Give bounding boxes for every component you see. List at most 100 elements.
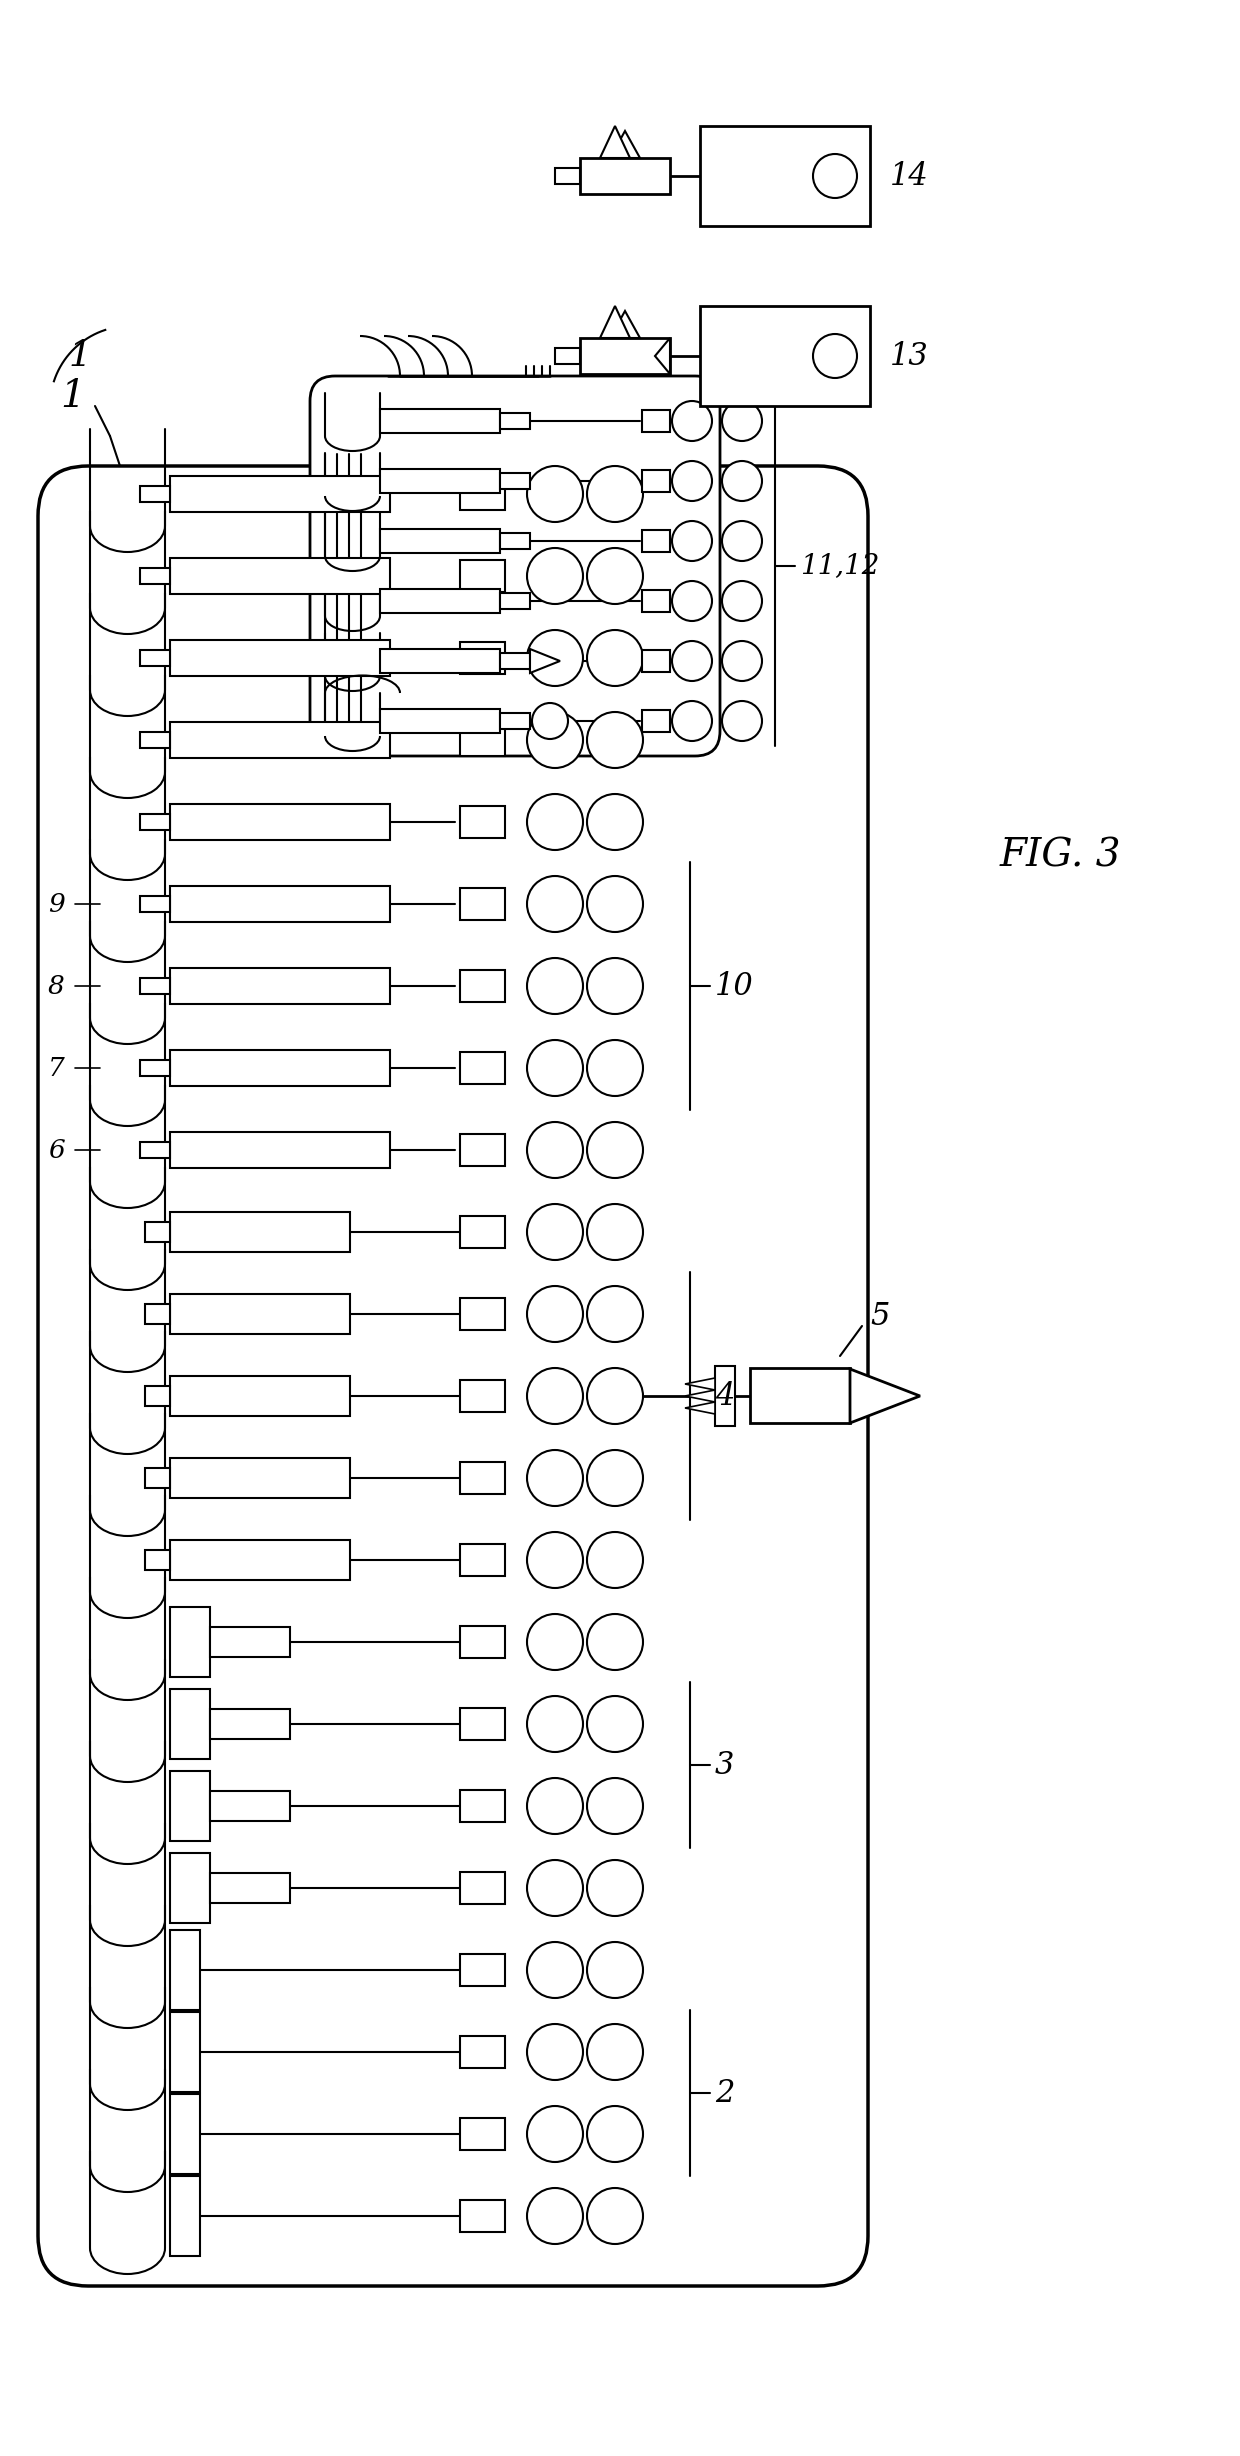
Bar xyxy=(556,349,580,363)
Circle shape xyxy=(587,1697,644,1751)
Circle shape xyxy=(672,462,712,501)
Bar xyxy=(750,1368,849,1422)
Bar xyxy=(170,1930,200,2009)
Polygon shape xyxy=(849,1368,920,1422)
Circle shape xyxy=(587,1449,644,1506)
Bar xyxy=(556,167,580,184)
Text: 7: 7 xyxy=(48,1056,64,1081)
Circle shape xyxy=(527,2024,583,2080)
Bar xyxy=(145,1550,170,1569)
Text: 4: 4 xyxy=(715,1380,734,1412)
Bar xyxy=(500,712,529,729)
Bar xyxy=(210,1874,290,1903)
Circle shape xyxy=(587,1287,644,1341)
Polygon shape xyxy=(610,312,640,339)
Circle shape xyxy=(587,1859,644,1916)
Bar xyxy=(460,1545,505,1577)
Circle shape xyxy=(813,334,857,378)
Circle shape xyxy=(527,1287,583,1341)
Circle shape xyxy=(672,582,712,621)
Bar xyxy=(500,653,529,668)
Circle shape xyxy=(722,641,763,680)
Circle shape xyxy=(527,793,583,850)
Circle shape xyxy=(587,958,644,1014)
Circle shape xyxy=(527,2188,583,2245)
Text: 10: 10 xyxy=(715,970,754,1002)
Bar xyxy=(642,589,670,612)
Polygon shape xyxy=(610,130,640,157)
Bar xyxy=(642,710,670,732)
Bar xyxy=(170,1051,391,1086)
Bar xyxy=(460,2117,505,2149)
Bar xyxy=(500,413,529,430)
Bar xyxy=(170,968,391,1005)
Bar xyxy=(460,1380,505,1412)
Text: 9: 9 xyxy=(48,892,64,916)
Circle shape xyxy=(527,1533,583,1589)
Bar xyxy=(379,528,500,553)
Circle shape xyxy=(527,467,583,523)
Bar xyxy=(460,725,505,756)
Text: 3: 3 xyxy=(715,1749,734,1781)
Bar xyxy=(580,157,670,194)
Bar xyxy=(460,2036,505,2068)
Text: 14: 14 xyxy=(890,160,929,192)
FancyBboxPatch shape xyxy=(310,376,720,756)
Bar xyxy=(170,1690,210,1758)
Bar xyxy=(170,2095,200,2174)
Bar xyxy=(170,722,391,759)
Circle shape xyxy=(722,521,763,560)
Bar xyxy=(500,592,529,609)
Circle shape xyxy=(587,467,644,523)
Bar xyxy=(460,1626,505,1658)
Circle shape xyxy=(587,1039,644,1095)
Circle shape xyxy=(587,631,644,685)
Bar xyxy=(642,469,670,491)
Bar xyxy=(170,558,391,594)
Circle shape xyxy=(527,1943,583,1999)
Circle shape xyxy=(587,1368,644,1424)
Circle shape xyxy=(722,700,763,742)
Circle shape xyxy=(527,1449,583,1506)
Circle shape xyxy=(587,1943,644,1999)
Bar xyxy=(140,732,170,749)
Bar xyxy=(170,476,391,511)
Bar xyxy=(460,2201,505,2233)
Text: 1: 1 xyxy=(68,339,91,373)
Circle shape xyxy=(527,877,583,931)
Bar xyxy=(170,641,391,675)
Circle shape xyxy=(527,2105,583,2161)
Bar xyxy=(145,1469,170,1488)
Bar xyxy=(460,1707,505,1739)
Bar xyxy=(642,651,670,673)
Bar xyxy=(379,410,500,432)
Bar xyxy=(715,1366,735,1427)
Bar xyxy=(460,641,505,673)
Bar xyxy=(170,1211,350,1253)
Bar xyxy=(140,651,170,666)
Bar xyxy=(500,474,529,489)
Bar xyxy=(170,1540,350,1579)
Circle shape xyxy=(587,1533,644,1589)
Bar xyxy=(170,803,391,840)
Bar xyxy=(460,1871,505,1903)
Circle shape xyxy=(527,1859,583,1916)
Text: 11,12: 11,12 xyxy=(800,553,879,580)
Polygon shape xyxy=(655,339,670,373)
Bar xyxy=(170,1375,350,1417)
Circle shape xyxy=(587,2105,644,2161)
Text: 1: 1 xyxy=(60,378,84,415)
Circle shape xyxy=(587,1614,644,1670)
Bar xyxy=(500,533,529,550)
Bar xyxy=(140,896,170,911)
Bar xyxy=(210,1709,290,1739)
Polygon shape xyxy=(684,1378,715,1390)
Circle shape xyxy=(722,400,763,442)
Bar xyxy=(460,806,505,837)
Circle shape xyxy=(672,641,712,680)
Polygon shape xyxy=(600,125,630,157)
Bar xyxy=(140,813,170,830)
Bar xyxy=(170,1852,210,1923)
Polygon shape xyxy=(684,1390,715,1402)
Circle shape xyxy=(587,2024,644,2080)
